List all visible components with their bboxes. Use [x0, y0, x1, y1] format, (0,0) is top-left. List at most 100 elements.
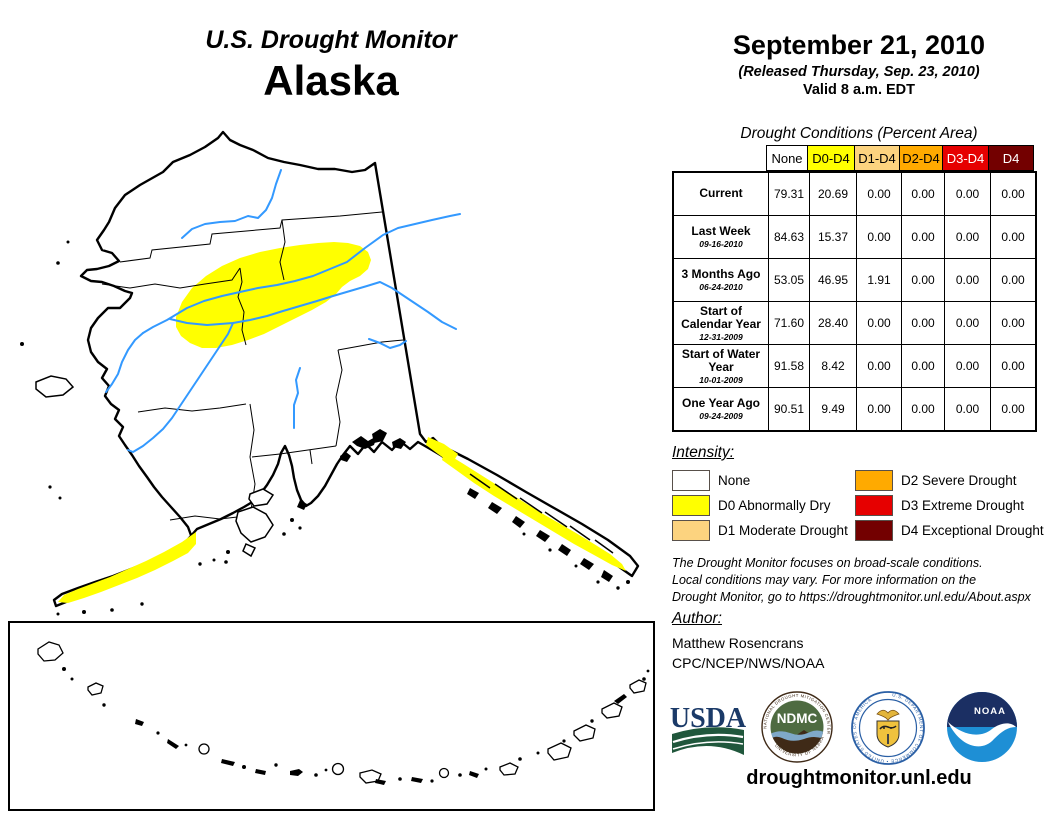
- table-cell: 0.00: [856, 344, 902, 388]
- table-cell: 0.00: [901, 387, 945, 432]
- legend-label: D0 Abnormally Dry: [718, 497, 831, 513]
- table-cell: 0.00: [901, 301, 945, 345]
- author-heading: Author:: [672, 610, 722, 627]
- ndmc-logo: NDMC NATIONAL DROUGHT MITIGATION CENTER …: [761, 691, 833, 763]
- table-cell: 0.00: [856, 387, 902, 432]
- aleutians-inset-map: [8, 621, 655, 811]
- west-islets: [20, 240, 70, 500]
- susitna-river: [293, 367, 301, 429]
- released-date: (Released Thursday, Sep. 23, 2010): [738, 64, 980, 80]
- upper-tanana-river: [368, 338, 407, 349]
- usda-field-icon: [672, 727, 744, 755]
- d0-swatch: [672, 494, 710, 516]
- table-cell: 1.91: [856, 258, 902, 302]
- alaska-map: [20, 130, 640, 616]
- column-header: D4: [988, 145, 1034, 171]
- aleutian-islets: [62, 667, 650, 785]
- legend-item-d1: D1 Moderate Drought: [672, 519, 855, 541]
- disclaimer-text: The Drought Monitor focuses on broad-sca…: [672, 555, 1056, 606]
- table-cell: 0.00: [944, 215, 991, 259]
- row-label: Start of Water Year: [681, 346, 761, 374]
- d0-peninsula-region: [58, 532, 196, 603]
- row-label: Last Week: [691, 224, 751, 238]
- table-cell: 0.00: [990, 258, 1037, 302]
- droughtmonitor-url: droughtmonitor.unl.edu: [746, 767, 972, 789]
- author-block: Author: Matthew Rosencrans CPC/NCEP/NWS/…: [672, 610, 824, 671]
- colville-river: [181, 169, 282, 239]
- d0-drought-regions: [58, 242, 626, 603]
- table-cell: 15.37: [809, 215, 857, 259]
- ndmc-emblem-icon: NDMC: [770, 700, 824, 754]
- table-cell: 0.00: [990, 301, 1037, 345]
- table-row: Current 79.31 20.69 0.00 0.00 0.00 0.00: [672, 171, 1037, 216]
- column-header: D0-D4: [807, 145, 855, 171]
- table-row: One Year Ago 09-24-2009 90.51 9.49 0.00 0…: [672, 387, 1037, 432]
- noaa-sky-icon: [947, 692, 1017, 727]
- table-cell: 71.60: [768, 301, 810, 345]
- kodiak-islands: [235, 488, 275, 558]
- lower-yukon-river: [105, 332, 144, 393]
- legend-item-d3: D3 Extreme Drought: [855, 494, 1044, 516]
- table-cell: 9.49: [809, 387, 857, 432]
- fjord-marks: [282, 429, 406, 536]
- d0-panhandle-region: [442, 452, 626, 571]
- author-name: Matthew Rosencrans: [672, 635, 804, 651]
- author-org: CPC/NCEP/NWS/NOAA: [672, 655, 825, 671]
- row-date: 09-16-2010: [699, 239, 743, 249]
- coastal-islands: [20, 240, 630, 616]
- report-title: U.S. Drought Monitor: [205, 26, 457, 54]
- table-cell: 0.00: [990, 387, 1037, 432]
- table-cell: 0.00: [856, 171, 902, 216]
- inset-border: [8, 621, 655, 811]
- legend-heading: Intensity:: [672, 444, 735, 461]
- table-cell: 0.00: [901, 344, 945, 388]
- table-cell: 91.58: [768, 344, 810, 388]
- division-boundaries: [101, 211, 404, 529]
- disclaimer-line: Local conditions may vary. For more info…: [672, 573, 977, 587]
- table-cell: 0.00: [990, 171, 1037, 216]
- usda-logo: USDA: [670, 703, 746, 755]
- legend-item-d2: D2 Severe Drought: [855, 469, 1044, 491]
- date-block: September 21, 2010 (Released Thursday, S…: [662, 30, 1056, 98]
- table-cell: 0.00: [901, 171, 945, 216]
- legend-label: D4 Exceptional Drought: [901, 522, 1044, 538]
- legend-label: None: [718, 472, 751, 488]
- title-block: U.S. Drought Monitor Alaska: [0, 26, 662, 105]
- noaa-wordmark: NOAA: [974, 706, 1006, 717]
- table-cell: 0.00: [856, 301, 902, 345]
- noaa-logo: NOAA: [947, 692, 1017, 762]
- drought-table-header: None D0-D4 D1-D4 D2-D4 D3-D4 D4: [766, 145, 1034, 171]
- legend-item-none: None: [672, 469, 855, 491]
- table-cell: 0.00: [856, 215, 902, 259]
- legend-label: D3 Extreme Drought: [901, 497, 1025, 513]
- d1-swatch: [672, 519, 710, 541]
- table-cell: 0.00: [990, 215, 1037, 259]
- map-date: September 21, 2010: [732, 30, 986, 60]
- table-cell: 46.95: [809, 258, 857, 302]
- table-cell: 8.42: [809, 344, 857, 388]
- table-cell: 0.00: [944, 258, 991, 302]
- table-cell: 0.00: [901, 258, 945, 302]
- d4-swatch: [855, 519, 893, 541]
- column-header: D2-D4: [899, 145, 943, 171]
- noaa-gull-icon: [948, 722, 1016, 747]
- legend-item-d4: D4 Exceptional Drought: [855, 519, 1044, 541]
- rivers: [105, 169, 461, 453]
- d0-interior-region: [176, 242, 371, 348]
- alaska-mainland: [52, 130, 640, 608]
- table-cell: 79.31: [768, 171, 810, 216]
- table-row: 3 Months Ago 06-24-2010 53.05 46.95 1.91 …: [672, 258, 1037, 302]
- drought-conditions-table: Current 79.31 20.69 0.00 0.00 0.00 0.00 …: [672, 171, 1037, 432]
- table-cell: 90.51: [768, 387, 810, 432]
- nunivak-island: [35, 375, 75, 398]
- ndmc-wordmark: NDMC: [777, 711, 818, 726]
- panhandle-fjord-lines: [469, 473, 614, 554]
- valid-time: Valid 8 a.m. EDT: [802, 82, 915, 98]
- intensity-legend: Intensity: None D0 Abnormally Dry D1 Mod…: [672, 444, 1044, 541]
- kuskokwim-river: [127, 322, 234, 453]
- table-cell: 0.00: [901, 215, 945, 259]
- d3-swatch: [855, 494, 893, 516]
- column-header: D1-D4: [854, 145, 900, 171]
- yukon-river: [142, 213, 461, 334]
